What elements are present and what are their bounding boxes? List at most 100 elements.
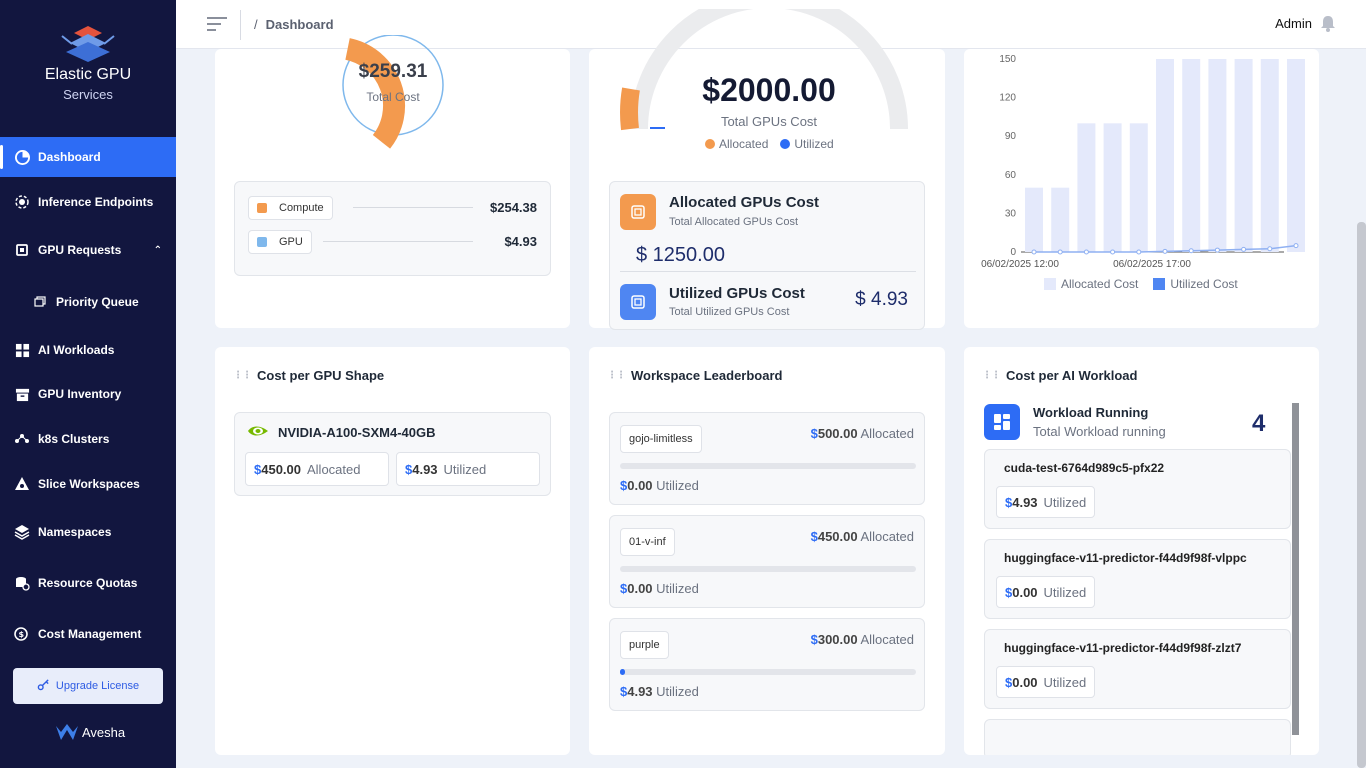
- allocated-bar: [1156, 59, 1174, 252]
- sidebar-item-resource-quotas[interactable]: Resource Quotas: [0, 563, 176, 603]
- total-cost-donut: [342, 35, 444, 149]
- sidebar-item-label: GPU Requests: [38, 243, 122, 257]
- y-tick-label: 60: [1005, 170, 1017, 181]
- gpu-shape-card: ⋮⋮ Cost per GPU Shape NVIDIA-A100-SXM4-40…: [215, 347, 570, 755]
- gpu-shape-name: NVIDIA-A100-SXM4-40GB: [278, 425, 436, 440]
- utilized-label: Utilized: [1043, 494, 1087, 510]
- workload-icon: [984, 404, 1020, 440]
- workspace-allocated: $450.00 Allocated: [811, 529, 914, 544]
- ai-workload-title-text: Cost per AI Workload: [1006, 368, 1138, 383]
- gpu-cost-value: $2000.00: [702, 72, 836, 108]
- page-scrollbar[interactable]: [1357, 222, 1366, 768]
- sidebar-item-label: Namespaces: [38, 525, 112, 539]
- y-tick-label: 90: [1005, 131, 1017, 142]
- drag-handle-icon[interactable]: ⋮⋮: [607, 370, 626, 381]
- allocated-bar: [1103, 123, 1122, 252]
- gpu-cost-detail-box: Allocated GPUs Cost Total Allocated GPUs…: [609, 181, 925, 330]
- user-menu[interactable]: Admin: [1275, 15, 1336, 32]
- leaderboard-title: ⋮⋮ Workspace Leaderboard: [607, 368, 782, 383]
- sidebar-item-ai-workloads[interactable]: AI Workloads: [0, 330, 176, 370]
- detail-divider: [620, 271, 916, 272]
- currency-symbol: $: [254, 461, 262, 477]
- breadcrumb-current[interactable]: Dashboard: [265, 17, 334, 32]
- workload-item[interactable]: cuda-test-6764d989c5-pfx22 $4.93 Utilized: [984, 449, 1291, 529]
- sidebar-item-gpu-inventory[interactable]: GPU Inventory: [0, 374, 176, 414]
- workload-item[interactable]: huggingface-v11-predictor-f44d9f98f-zlzt…: [984, 629, 1291, 709]
- gpu-swatch: [257, 237, 267, 247]
- workspace-utilized: $0.00 Utilized: [620, 581, 699, 596]
- gpu-cost-card: $2000.00 Total GPUs Cost Allocated Utili…: [589, 9, 945, 330]
- breadcrumb: / Dashboard: [254, 17, 334, 32]
- legend-utilized-swatch: [1153, 278, 1166, 290]
- sidebar-item-label: Inference Endpoints: [38, 195, 154, 209]
- cost-bar-chart: 0 30 60 90 120 150 06/02/2025 12:00 06/02/2025 …: [981, 54, 1305, 270]
- drag-handle-icon[interactable]: ⋮⋮: [982, 370, 1001, 381]
- app-logo[interactable]: Elastic GPU Services: [0, 22, 176, 102]
- coins-icon: $: [14, 626, 30, 642]
- sidebar-item-gpu-requests[interactable]: GPU Requests ⌃: [0, 230, 176, 270]
- workspace-allocated: $500.00 Allocated: [811, 426, 914, 441]
- bell-icon[interactable]: [1320, 15, 1336, 32]
- allocated-bar: [1077, 123, 1096, 252]
- pie-chart-icon: [14, 149, 30, 165]
- app-title: Elastic GPU: [44, 66, 132, 83]
- legend-allocated-cost[interactable]: Allocated Cost: [1061, 277, 1139, 291]
- key-icon: [37, 678, 50, 694]
- gpu-value: $4.93: [504, 234, 537, 249]
- sidebar-item-dashboard[interactable]: Dashboard: [0, 137, 176, 177]
- utilized-point: [1083, 249, 1089, 255]
- utilized-label: Utilized: [656, 478, 699, 493]
- utilized-amount: 0.00: [1012, 674, 1038, 690]
- allocated-subtitle: Total Allocated GPUs Cost: [669, 216, 799, 228]
- utilized-chip-icon: [620, 284, 656, 320]
- compute-swatch: [257, 203, 267, 213]
- workspace-utilized: $0.00 Utilized: [620, 478, 699, 493]
- sidebar-item-priority-queue[interactable]: Priority Queue: [0, 282, 176, 322]
- sidebar-item-namespaces[interactable]: Namespaces: [0, 512, 176, 552]
- sidebar-item-slice-workspaces[interactable]: Slice Workspaces: [0, 464, 176, 504]
- utilized-point: [1110, 249, 1116, 255]
- upgrade-license-button[interactable]: Upgrade License: [13, 668, 163, 704]
- layers-icon: [14, 524, 30, 540]
- compute-arc: [344, 38, 406, 149]
- x-tick-label: 06/02/2025 17:00: [1113, 259, 1191, 270]
- currency-symbol: $: [620, 581, 628, 596]
- allocated-bar: [1025, 187, 1043, 252]
- cost-breakdown-box: Compute $254.38 GPU $4.93: [234, 181, 551, 276]
- utilized-label: Utilized: [656, 581, 699, 596]
- leaderboard-item[interactable]: purple $300.00 Allocated $4.93 Utilized: [609, 618, 925, 711]
- utilized-point: [1267, 246, 1273, 252]
- total-cost-value: $259.31: [358, 61, 428, 82]
- utilized-point: [1214, 247, 1220, 253]
- leaderboard-item[interactable]: gojo-limitless $500.00 Allocated $0.00 U…: [609, 412, 925, 505]
- compute-value: $254.38: [490, 200, 537, 215]
- workload-scrollbar[interactable]: [1292, 403, 1299, 735]
- gpu-cost-gauge: [620, 9, 908, 131]
- legend-allocated-label: Allocated: [719, 137, 769, 151]
- chevron-up-icon[interactable]: ⌃: [153, 244, 162, 256]
- leaderboard-item[interactable]: 01-v-inf $450.00 Allocated $0.00 Utilize…: [609, 515, 925, 608]
- gauge-legend: Allocated Utilized: [705, 137, 834, 151]
- allocated-value: $ 1250.00: [636, 244, 725, 266]
- gpu-cost-label: Total GPUs Cost: [720, 114, 818, 129]
- sidebar-item-inference-endpoints[interactable]: Inference Endpoints: [0, 182, 176, 222]
- legend-utilized-dot: [780, 139, 791, 149]
- sidebar-item-label: Cost Management: [38, 627, 142, 641]
- gpu-shape-allocated: $450.00 Allocated: [245, 452, 389, 486]
- drag-handle-icon[interactable]: ⋮⋮: [233, 370, 252, 381]
- database-icon: [14, 575, 30, 591]
- workload-name: huggingface-v11-predictor-f44d9f98f-zlzt…: [1004, 641, 1242, 655]
- workspace-name: purple: [629, 639, 660, 651]
- sidebar-item-k8s-clusters[interactable]: k8s Clusters: [0, 419, 176, 459]
- utilized-label: Utilized: [656, 684, 699, 699]
- allocated-title: Allocated GPUs Cost: [669, 194, 820, 211]
- gpu-shape-title-text: Cost per GPU Shape: [257, 368, 385, 383]
- menu-icon[interactable]: [207, 16, 227, 32]
- legend-utilized-cost[interactable]: Utilized Cost: [1170, 277, 1238, 291]
- workload-item[interactable]: huggingface-v11-predictor-f44d9f98f-vlpp…: [984, 539, 1291, 619]
- workload-item-partial[interactable]: [984, 719, 1291, 755]
- sidebar-item-cost-management[interactable]: $ Cost Management: [0, 614, 176, 654]
- allocated-amount: 500.00: [817, 426, 858, 441]
- gpu-line: [323, 241, 473, 242]
- utilized-label: Utilized: [1043, 584, 1087, 600]
